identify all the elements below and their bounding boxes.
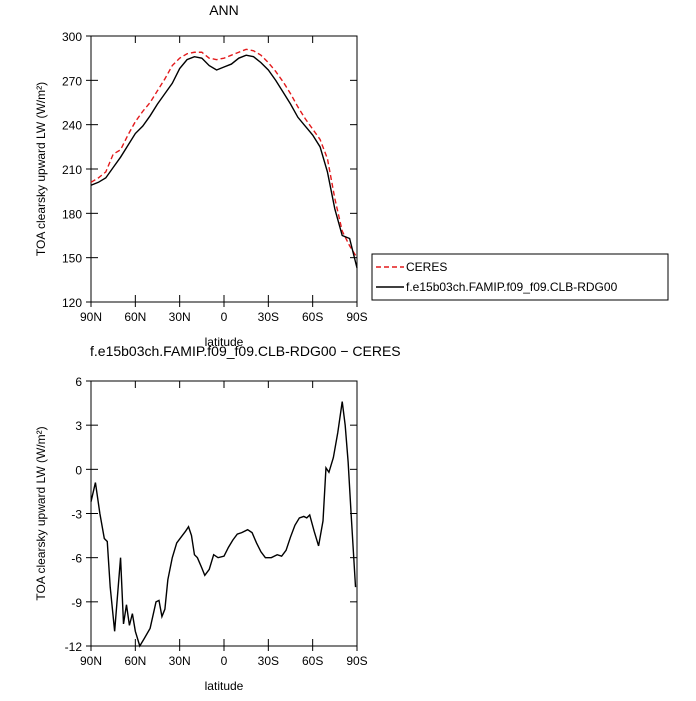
y-tick-label: 270 (62, 74, 82, 88)
plot-frame (90, 380, 358, 647)
y-tick-label: 3 (75, 419, 82, 433)
x-tick-label: 60S (302, 654, 323, 668)
x-tick-label: 30N (169, 654, 191, 668)
y-tick-label: -12 (65, 640, 83, 654)
x-tick-label: 30N (169, 310, 191, 324)
y-tick-label: 120 (62, 296, 82, 310)
x-tick-label: 60N (124, 310, 146, 324)
x-tick-label: 30S (258, 654, 279, 668)
y-tick-label: 0 (75, 463, 82, 477)
y-tick-label: 240 (62, 119, 82, 133)
x-tick-label: 90S (346, 310, 367, 324)
y-axis-label: TOA clearsky upward LW (W/m²) (34, 82, 48, 256)
x-axis-label: latitude (205, 679, 244, 693)
y-tick-label: -3 (71, 508, 82, 522)
y-tick-label: 150 (62, 252, 82, 266)
x-tick-label: 90N (80, 654, 102, 668)
legend-label: CERES (406, 260, 447, 274)
y-tick-label: 300 (62, 30, 82, 44)
y-tick-label: 210 (62, 163, 82, 177)
chart-title: f.e15b03ch.FAMIP.f09_f09.CLB-RDG00 − CER… (90, 343, 401, 359)
chart-title: ANN (209, 2, 239, 18)
x-tick-label: 0 (221, 310, 228, 324)
series-line (90, 48, 358, 259)
series-line (90, 401, 357, 648)
y-tick-label: -9 (71, 596, 82, 610)
y-tick-label: 180 (62, 207, 82, 221)
x-tick-label: 90N (80, 310, 102, 324)
x-tick-label: 90S (346, 654, 367, 668)
y-tick-label: -6 (71, 552, 82, 566)
legend-label: f.e15b03ch.FAMIP.f09_f09.CLB-RDG00 (406, 280, 618, 294)
x-tick-label: 60S (302, 310, 323, 324)
x-tick-label: 60N (124, 654, 146, 668)
x-tick-label: 0 (221, 654, 228, 668)
y-axis-label: TOA clearsky upward LW (W/m²) (34, 426, 48, 600)
x-tick-label: 30S (258, 310, 279, 324)
legend-box (371, 253, 669, 301)
x-axis-label: latitude (205, 335, 244, 349)
y-tick-label: 6 (75, 375, 82, 389)
series-line (90, 54, 358, 269)
plot-frame (90, 35, 358, 303)
